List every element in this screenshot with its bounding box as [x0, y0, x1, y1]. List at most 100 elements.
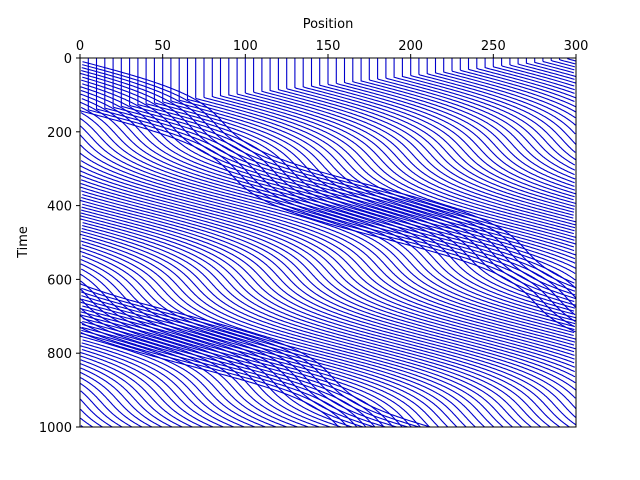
trajectory-line: [81, 298, 386, 427]
trajectory-line: [550, 58, 576, 68]
trajectory-line: [80, 170, 575, 356]
y-tick-label: 400: [47, 200, 72, 215]
trajectory-group: [80, 58, 576, 427]
trajectory-line: [82, 61, 575, 284]
trajectory-line: [82, 317, 320, 427]
trajectory-line: [82, 193, 576, 384]
trajectory-line: [467, 58, 575, 103]
trajectory-line: [80, 332, 266, 427]
trajectory-line: [81, 230, 513, 427]
trajectory-line: [112, 58, 576, 308]
trajectory-line: [80, 89, 574, 315]
trajectory-line: [352, 58, 575, 187]
trajectory-line: [80, 408, 103, 427]
trajectory-line: [426, 58, 576, 135]
trajectory-line: [80, 367, 163, 427]
trajectory-line: [82, 83, 575, 309]
trajectory-line: [81, 79, 576, 306]
trajectory-line: [302, 58, 575, 207]
trajectory-line: [80, 335, 256, 427]
trajectory-line: [80, 125, 574, 337]
trajectory-line: [82, 224, 532, 427]
trajectory-line: [82, 222, 542, 427]
trajectory-line: [80, 250, 458, 427]
trajectory-line: [80, 165, 575, 353]
trajectory-line: [534, 58, 574, 74]
trajectory-line: [81, 329, 277, 427]
trajectory-line: [385, 58, 576, 171]
trajectory-line: [80, 72, 576, 300]
trajectory-line: [327, 58, 575, 198]
trajectory-line: [80, 383, 133, 427]
y-axis: 0 200 400 600 800 1000: [39, 52, 80, 436]
trajectory-line: [80, 283, 431, 427]
trajectory-line: [82, 64, 576, 289]
trajectory-line: [80, 218, 551, 427]
trajectory-line: [434, 58, 576, 126]
trajectory-line: [80, 345, 224, 427]
trajectory-line: [82, 203, 576, 409]
trajectory-line: [294, 58, 575, 210]
trajectory-line: [492, 58, 575, 91]
trajectory-line: [80, 101, 576, 325]
trajectory-line: [178, 58, 576, 256]
trajectory-line: [219, 58, 576, 238]
trajectory-line: [82, 305, 364, 427]
trajectory-line: [368, 58, 576, 180]
trajectory-line: [501, 58, 575, 87]
trajectory-line: [80, 112, 575, 331]
trajectory-line: [253, 58, 576, 226]
trajectory-line: [81, 190, 576, 378]
trajectory-line: [81, 348, 214, 427]
trajectory-line: [80, 371, 153, 427]
x-tick-label: 50: [154, 39, 171, 54]
trajectory-line: [80, 258, 439, 427]
trajectory-line: [80, 106, 575, 328]
trajectory-line: [211, 58, 575, 241]
trajectory-line: [80, 186, 575, 373]
x-tick-label: 0: [76, 39, 84, 54]
trajectory-line: [170, 58, 576, 260]
trajectory-line: [80, 280, 403, 427]
trajectory-line: [195, 58, 575, 248]
trajectory-line: [310, 58, 576, 204]
trajectory-line: [81, 69, 576, 296]
trajectory-line: [558, 58, 576, 65]
trajectory-line: [269, 58, 574, 219]
y-tick-label: 600: [47, 273, 72, 288]
trajectory-line: [80, 144, 576, 343]
trajectory-line: [80, 233, 504, 427]
trajectory-line: [80, 351, 203, 427]
trajectory-line: [401, 58, 576, 161]
trajectory-line: [80, 377, 143, 427]
trajectory-line: [80, 93, 576, 319]
x-tick-label: 150: [316, 39, 341, 54]
y-tick-label: 200: [47, 126, 72, 141]
trajectory-line: [80, 311, 342, 427]
trajectory-line: [393, 58, 576, 166]
trajectory-line: [82, 76, 575, 303]
trajectory-line: [261, 58, 576, 223]
trajectory-line: [80, 314, 331, 427]
trajectory-line: [80, 215, 561, 427]
trajectory-line: [81, 326, 287, 427]
trajectory-line: [451, 58, 576, 113]
trajectory-line: [80, 174, 575, 360]
trajectory-line: [80, 240, 486, 427]
trajectory-line: [81, 308, 353, 427]
trajectory-line: [81, 295, 397, 427]
trajectory-line: [80, 199, 576, 399]
trajectory-line: [80, 152, 575, 346]
trajectory-line: [82, 339, 245, 427]
x-axis-label: Position: [303, 17, 354, 32]
x-axis: 0 50 100 150 200 250 300: [76, 39, 588, 58]
trajectory-line: [81, 227, 523, 427]
trajectory-line: [80, 301, 375, 427]
trajectory-line: [81, 67, 576, 292]
trajectory-line: [277, 58, 574, 216]
trajectory-line: [80, 182, 575, 368]
y-tick-label: 0: [64, 52, 72, 67]
trajectory-line: [80, 247, 467, 427]
trajectory-line: [443, 58, 576, 119]
